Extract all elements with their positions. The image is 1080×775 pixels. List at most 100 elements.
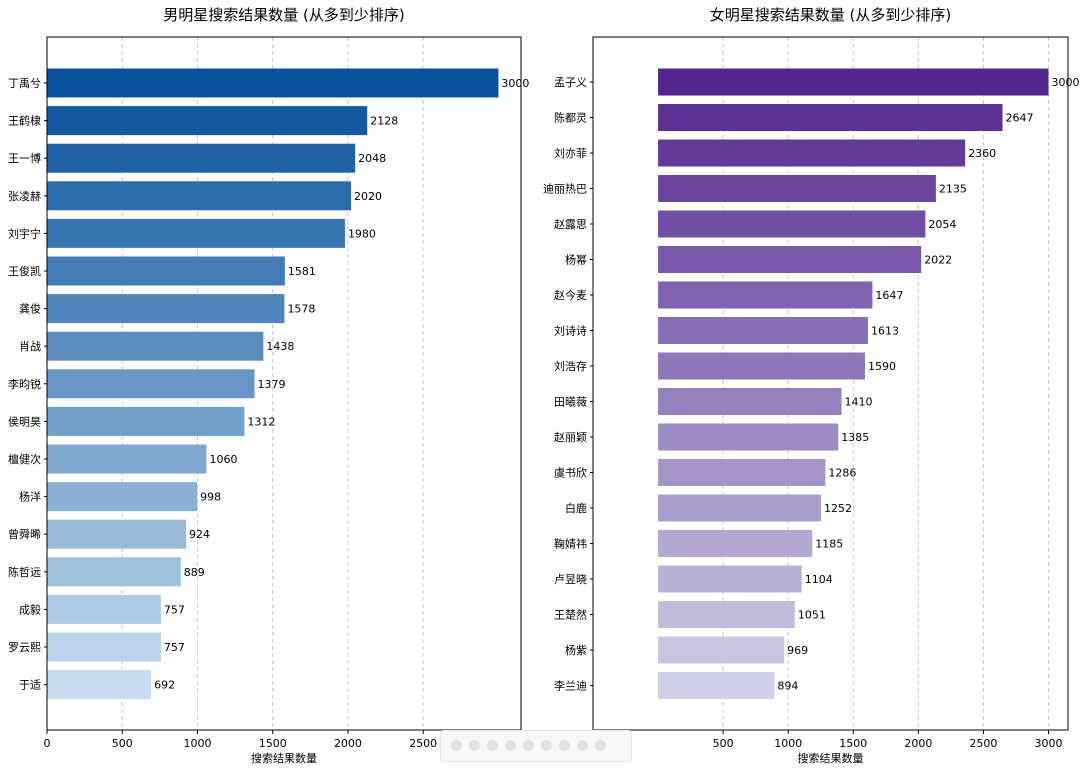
bar xyxy=(658,636,785,664)
bar xyxy=(658,210,926,238)
x-tick-label: 1000 xyxy=(183,737,211,750)
category-label: 孟子义 xyxy=(554,76,587,89)
x-tick-label: 3000 xyxy=(1034,737,1062,750)
bar xyxy=(658,388,842,415)
category-label: 龚俊 xyxy=(19,302,41,316)
x-tick-label: 1000 xyxy=(774,737,802,750)
overlay-dot-icon xyxy=(469,740,480,751)
x-tick-label: 2500 xyxy=(409,737,437,750)
bar-value-label: 2128 xyxy=(370,115,398,128)
bar-value-label: 1312 xyxy=(247,415,275,428)
category-label: 罗云熙 xyxy=(8,641,41,654)
x-tick-label: 500 xyxy=(112,737,133,750)
category-label: 王楚然 xyxy=(554,608,587,622)
category-label: 陈哲远 xyxy=(8,565,41,579)
chart-panel-0: 3000 丁禹兮 2128 王鹤棣 2048 王一博 2020 张凌赫 1980 刘宇宁 1581 王… xyxy=(8,6,529,765)
category-label: 成毅 xyxy=(19,602,41,616)
bar xyxy=(47,557,181,587)
bar-value-label: 1051 xyxy=(798,609,826,622)
category-label: 赵丽颖 xyxy=(554,430,587,444)
bar xyxy=(658,530,813,557)
category-label: 于适 xyxy=(19,679,41,692)
bar-value-label: 757 xyxy=(164,603,185,616)
bar-value-label: 1379 xyxy=(258,378,286,391)
category-label: 杨紫 xyxy=(565,643,587,657)
bar xyxy=(658,423,839,451)
bar xyxy=(47,106,368,136)
category-label: 虞书欣 xyxy=(554,466,587,480)
category-label: 赵露思 xyxy=(554,217,587,231)
category-label: 卢昱晓 xyxy=(554,573,587,586)
category-label: 迪丽热巴 xyxy=(543,183,587,196)
category-label: 张凌赫 xyxy=(8,189,41,203)
category-label: 王鹤棣 xyxy=(8,114,41,128)
category-label: 李兰迪 xyxy=(554,679,587,693)
bar-value-label: 2647 xyxy=(1006,112,1034,125)
category-label: 田曦薇 xyxy=(554,395,587,409)
overlay-dot-icon xyxy=(505,740,516,751)
bar-value-label: 1613 xyxy=(871,325,899,338)
bar-value-label: 2360 xyxy=(968,147,996,160)
bar-value-label: 757 xyxy=(164,641,185,654)
bar xyxy=(47,68,499,98)
category-label: 丁禹兮 xyxy=(8,76,41,90)
bar xyxy=(658,104,1003,131)
x-tick-label: 2500 xyxy=(969,737,997,750)
bar xyxy=(47,256,285,286)
bar-value-label: 1060 xyxy=(210,453,238,466)
bar-value-label: 2135 xyxy=(939,183,967,196)
category-label: 刘浩存 xyxy=(554,359,587,373)
bar xyxy=(658,281,873,309)
bar xyxy=(47,143,356,173)
bar-value-label: 1581 xyxy=(288,265,316,278)
bar-value-label: 969 xyxy=(787,644,808,657)
bar xyxy=(658,175,936,202)
category-label: 李昀锐 xyxy=(8,377,41,391)
category-label: 杨洋 xyxy=(19,490,41,504)
bar-value-label: 894 xyxy=(777,680,798,693)
category-label: 曾舜晞 xyxy=(8,527,41,541)
bar xyxy=(47,594,161,624)
category-label: 刘诗诗 xyxy=(554,324,587,338)
category-label: 白鹿 xyxy=(565,501,587,515)
x-tick-label: 0 xyxy=(44,737,51,750)
bar xyxy=(47,294,285,324)
x-axis-title: 搜索结果数量 xyxy=(251,751,317,765)
bar xyxy=(47,482,198,512)
overlay-dot-icon xyxy=(451,740,462,751)
chart-title: 女明星搜索结果数量 (从多到少排序) xyxy=(710,6,951,24)
bar xyxy=(658,494,821,522)
plot-frame xyxy=(46,36,522,731)
category-label: 刘亦菲 xyxy=(554,146,587,160)
bar-value-label: 1438 xyxy=(266,340,294,353)
chart-panel-1: 3000 孟子义 2647 陈都灵 2360 刘亦菲 2135 迪丽热巴 2054 赵露思 2022… xyxy=(543,6,1079,765)
bar-value-label: 2020 xyxy=(354,190,382,203)
x-tick-label: 1500 xyxy=(259,737,287,750)
x-tick-label: 2000 xyxy=(904,737,932,750)
bar xyxy=(47,632,161,662)
bar-value-label: 1252 xyxy=(824,502,852,515)
bar-value-label: 3000 xyxy=(1051,76,1079,89)
x-tick-label: 500 xyxy=(713,737,734,750)
category-label: 肖战 xyxy=(19,339,41,353)
category-label: 杨幂 xyxy=(565,253,587,267)
bar-value-label: 924 xyxy=(189,528,210,541)
chart-title: 男明星搜索结果数量 (从多到少排序) xyxy=(163,6,404,24)
x-axis-title: 搜索结果数量 xyxy=(798,751,864,765)
bar-value-label: 2048 xyxy=(358,152,386,165)
category-label: 王一博 xyxy=(8,152,41,165)
bar-value-label: 1590 xyxy=(868,360,896,373)
bar-value-label: 1286 xyxy=(828,467,856,480)
category-label: 陈都灵 xyxy=(554,111,587,125)
x-tick-label: 2000 xyxy=(334,737,362,750)
bar-value-label: 1578 xyxy=(287,303,315,316)
overlay-dot-icon xyxy=(577,740,588,751)
category-label: 鞠婧祎 xyxy=(554,537,587,551)
category-label: 刘宇宁 xyxy=(8,226,41,240)
category-label: 檀健次 xyxy=(8,452,41,466)
bar xyxy=(47,406,245,436)
bar-value-label: 1104 xyxy=(805,573,833,586)
bar xyxy=(658,672,775,699)
bar-value-label: 1410 xyxy=(845,396,873,409)
